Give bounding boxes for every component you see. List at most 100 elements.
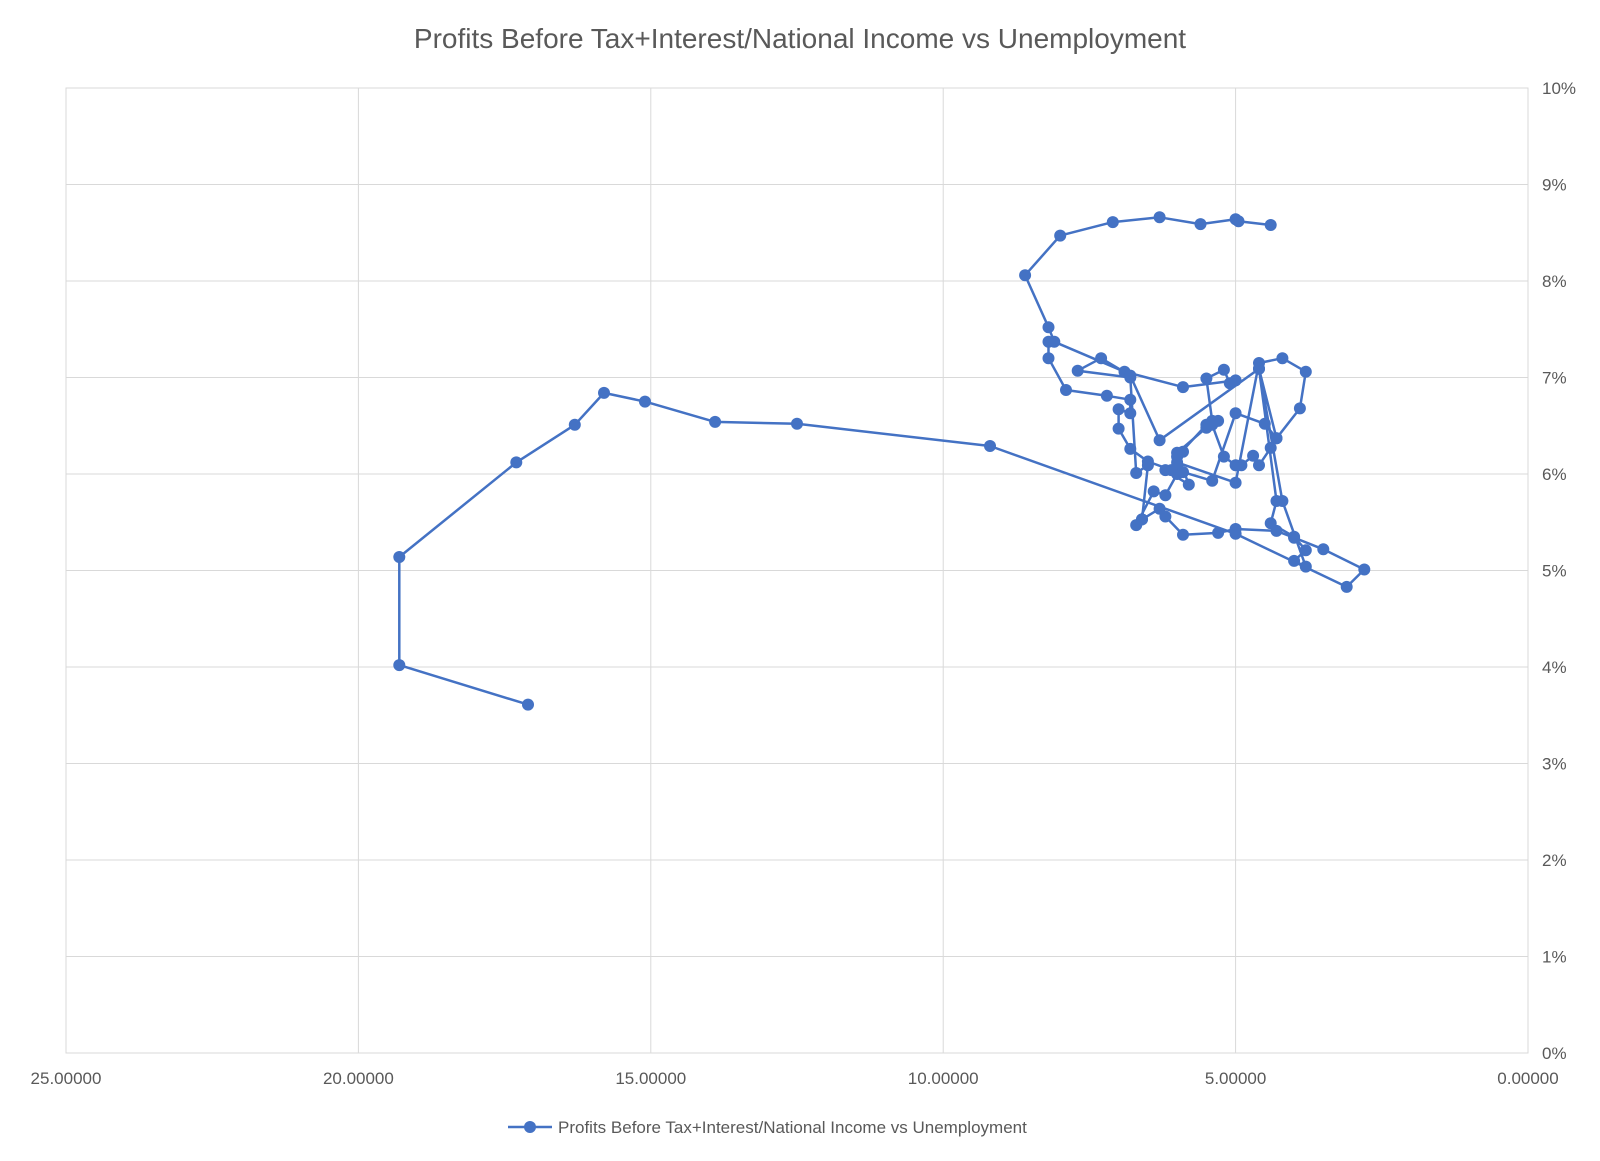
y-tick-label: 5% [1542,562,1567,581]
series-line [398,216,1366,706]
data-point [1217,450,1230,463]
data-point [1229,407,1242,420]
data-point [1177,381,1189,394]
x-tick-label: 25.00000 [31,1069,102,1088]
x-tick-label: 20.00000 [323,1069,394,1088]
data-point [1177,466,1189,479]
data-point [1147,485,1160,498]
y-tick-label: 2% [1542,851,1567,870]
y-tick-label: 1% [1542,948,1567,967]
data-point [1229,476,1242,489]
x-tick-label: 5.00000 [1205,1069,1266,1088]
data-point [1153,434,1166,447]
data-point [1153,211,1166,224]
x-axis-tick-labels: 25.00000 20.00000 15.00000 10.00000 5.00000 0… [31,1069,1559,1088]
y-axis-tick-labels: 0% 1% 2% 3% 4% 5% 6% 7% 8% 9% 10% [1542,79,1576,1063]
data-point [1095,352,1108,365]
series-layer [393,211,1371,711]
data-point [510,456,523,469]
y-tick-label: 3% [1542,755,1567,774]
data-point [791,417,803,430]
data-point [709,415,722,428]
x-tick-label: 0.00000 [1497,1069,1558,1088]
data-point [1229,523,1242,535]
data-point [1270,432,1283,445]
data-point [1100,389,1113,402]
data-point [1200,372,1213,385]
data-point [1247,449,1260,462]
y-tick-label: 6% [1542,465,1567,484]
data-point [1124,442,1137,455]
data-point [1235,459,1248,472]
data-point [1288,554,1301,567]
data-point [1232,215,1245,228]
data-point [1358,563,1371,576]
gridlines [65,87,1529,1054]
data-point [1194,218,1207,231]
y-tick-label: 8% [1542,272,1567,291]
y-tick-label: 4% [1542,658,1567,677]
data-point [1177,528,1189,541]
data-point [1264,219,1277,231]
y-tick-label: 0% [1542,1044,1567,1063]
data-point [1124,407,1137,420]
data-point [1253,459,1265,472]
data-point [1264,517,1277,530]
series-line [1047,341,1308,568]
data-point [1124,393,1137,406]
data-point [1054,229,1067,242]
data-point [1340,580,1353,593]
data-point [984,440,996,452]
data-point [1124,371,1137,384]
data-point [1042,321,1055,334]
data-point [1317,543,1330,556]
data-point [1136,513,1148,526]
data-point [639,395,651,408]
data-point [1217,363,1230,376]
data-point [1071,364,1084,377]
y-tick-label: 9% [1542,176,1567,195]
data-point [1182,478,1195,491]
data-point [1060,384,1072,396]
data-point [1212,526,1225,539]
data-point [598,386,610,399]
data-point [1299,560,1312,573]
data-point [522,698,534,711]
data-point [1206,474,1219,487]
x-tick-label: 10.00000 [908,1069,979,1088]
legend-entry: Profits Before Tax+Interest/National Inc… [558,1118,1027,1137]
data-point [1042,352,1055,365]
data-point [1258,417,1271,430]
data-point [1276,352,1289,365]
chart-title: Profits Before Tax+Interest/National Inc… [414,23,1186,54]
data-point [393,551,406,563]
data-point [1042,335,1055,348]
legend-marker [524,1121,536,1133]
data-point [1106,216,1119,229]
data-point [1130,467,1143,479]
legend: Profits Before Tax+Interest/National Inc… [508,1118,1027,1137]
data-point [1288,530,1301,543]
data-point [1276,495,1289,507]
data-point [1141,459,1154,472]
y-tick-label: 10% [1542,79,1576,98]
data-point [1159,464,1172,477]
data-point [1264,441,1277,454]
x-tick-label: 15.00000 [615,1069,686,1088]
y-tick-label: 7% [1542,369,1567,388]
data-point [1171,446,1184,459]
data-point [1112,403,1125,416]
data-point [1159,489,1172,502]
data-point [393,659,406,672]
data-point [1299,544,1312,557]
data-point [1293,402,1306,415]
data-point [1019,269,1032,282]
data-point [1153,502,1166,515]
data-point [1253,362,1265,375]
data-point [568,418,581,431]
data-point [1299,365,1312,378]
data-point [1171,456,1184,469]
data-point [1112,422,1125,435]
